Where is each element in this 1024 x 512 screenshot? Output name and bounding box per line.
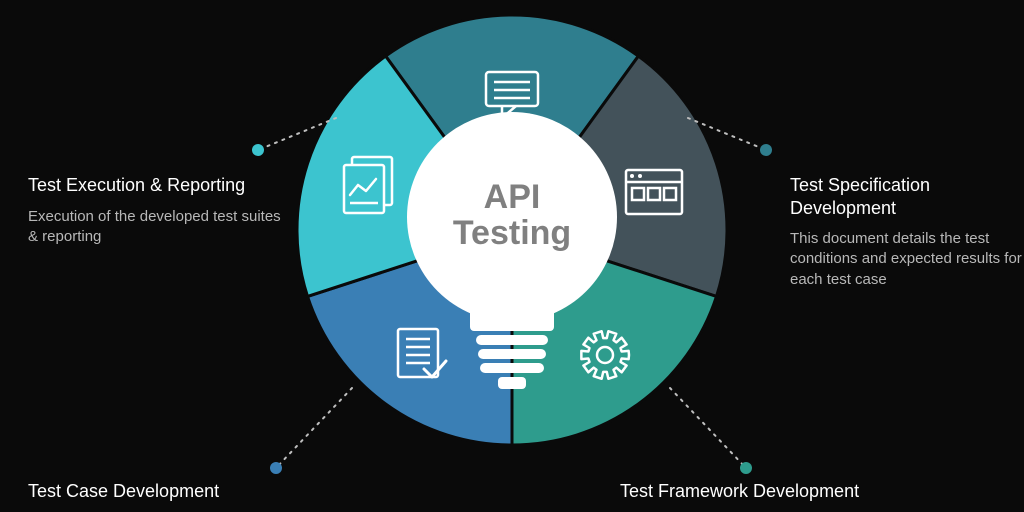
leader-dot bbox=[760, 144, 772, 156]
doc-chart-icon bbox=[344, 157, 392, 213]
text-case-dev: Test Case Development Coding of test sce… bbox=[28, 480, 294, 512]
desc-exec-reporting: Execution of the developed test suites &… bbox=[28, 207, 288, 248]
text-spec-dev: Test Specification Development This docu… bbox=[790, 174, 1024, 290]
text-framework-dev: Test Framework Development Use standard … bbox=[620, 480, 913, 512]
title-case-dev: Test Case Development bbox=[28, 480, 294, 503]
title-spec-dev: Test Specification Development bbox=[790, 174, 1024, 219]
leader-line bbox=[670, 388, 746, 468]
infographic-canvas: APITesting Test Specification Developmen… bbox=[0, 0, 1024, 512]
desc-spec-dev: This document details the test condition… bbox=[790, 229, 1024, 290]
text-exec-reporting: Test Execution & Reporting Execution of … bbox=[28, 174, 288, 247]
leader-dot bbox=[252, 144, 264, 156]
title-exec-reporting: Test Execution & Reporting bbox=[28, 174, 288, 197]
center-label: APITesting bbox=[432, 180, 592, 251]
leader-dot bbox=[740, 462, 752, 474]
leader-line bbox=[276, 388, 352, 468]
title-framework-dev: Test Framework Development bbox=[620, 480, 913, 503]
leader-dot bbox=[270, 462, 282, 474]
